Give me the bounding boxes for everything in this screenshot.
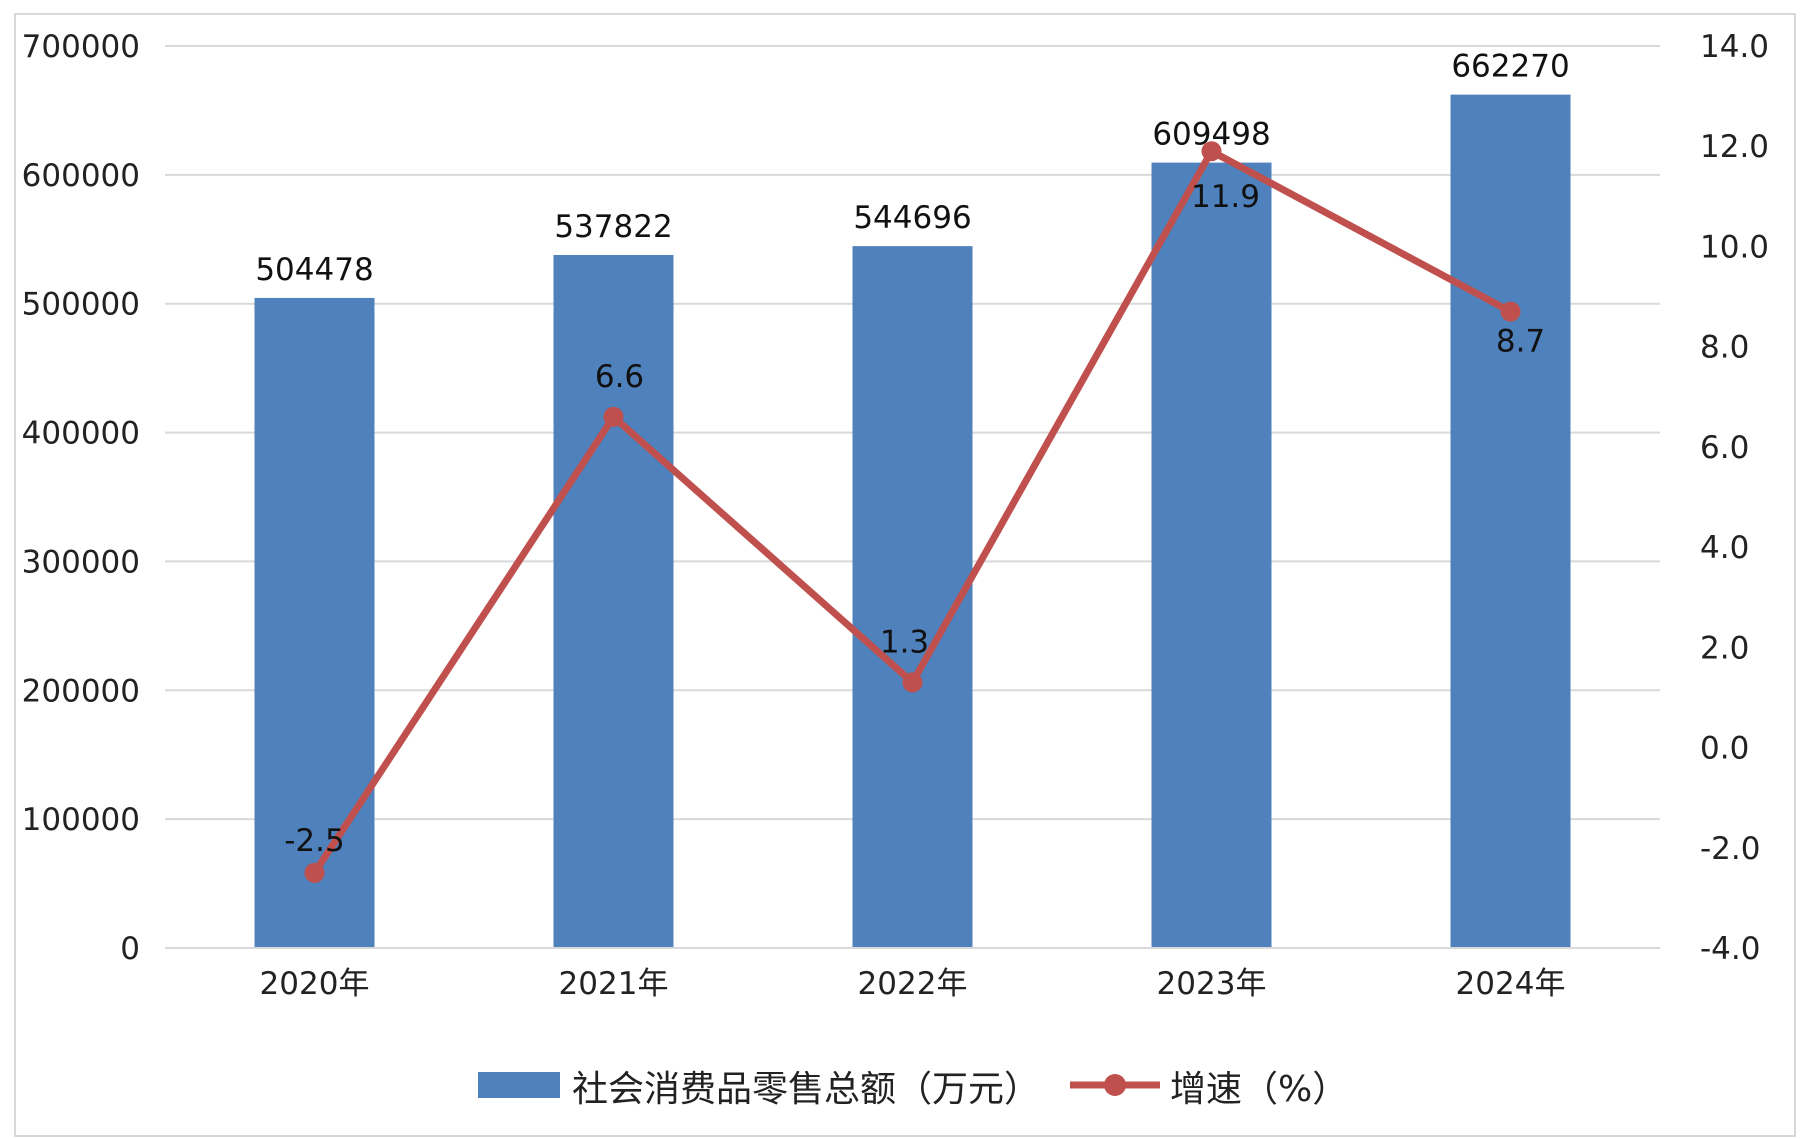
bar-series xyxy=(254,94,1571,949)
x-tick-label: 2021年 xyxy=(559,966,669,1002)
x-tick-label: 2022年 xyxy=(858,966,968,1002)
axes: 0 100000 200000 300000 400000 500000 600000 700… xyxy=(22,29,1769,1002)
legend-line-marker xyxy=(1104,1074,1126,1096)
y-right-tick-label: 14.0 xyxy=(1700,29,1769,65)
line-value-label: 8.7 xyxy=(1496,324,1545,360)
y-left-tick-label: 200000 xyxy=(22,673,140,709)
data-labels: 504478 537822 544696 609498 662270 -2.5 6.6 1.3… xyxy=(255,49,1569,859)
bar-value-label: 504478 xyxy=(255,252,373,288)
x-tick-label: 2024年 xyxy=(1456,966,1566,1002)
y-right-tick-label: 4.0 xyxy=(1700,530,1749,566)
bar xyxy=(254,297,375,948)
line-point xyxy=(1201,141,1222,162)
bar-value-label: 544696 xyxy=(853,200,971,236)
line-value-label: 11.9 xyxy=(1191,179,1260,215)
line-point xyxy=(304,862,325,883)
legend-bar-label: 社会消费品零售总额（万元） xyxy=(572,1069,1040,1110)
y-right-tick-label: 12.0 xyxy=(1700,129,1769,165)
bar-value-label: 537822 xyxy=(554,209,672,245)
y-right-tick-label: -2.0 xyxy=(1700,831,1761,867)
line-point xyxy=(603,406,624,427)
legend: 社会消费品零售总额（万元） 增速（%） xyxy=(478,1069,1348,1110)
bar xyxy=(553,254,674,949)
x-tick-label: 2020年 xyxy=(260,966,370,1002)
y-right-tick-label: -4.0 xyxy=(1700,931,1761,967)
bar xyxy=(1450,94,1571,948)
line-series xyxy=(304,141,1521,883)
bar xyxy=(1151,162,1272,948)
y-left-tick-label: 500000 xyxy=(22,287,140,323)
y-left-tick-label: 700000 xyxy=(22,29,140,65)
y-left-tick-label: 300000 xyxy=(22,544,140,580)
bar xyxy=(852,246,973,948)
legend-bar-swatch xyxy=(478,1072,560,1098)
bar-value-label: 662270 xyxy=(1451,49,1569,85)
y-right-tick-label: 0.0 xyxy=(1700,731,1749,767)
line-value-label: 6.6 xyxy=(595,359,644,395)
y-right-tick-label: 8.0 xyxy=(1700,330,1749,366)
y-right-tick-label: 2.0 xyxy=(1700,630,1749,666)
y-left-tick-label: 600000 xyxy=(22,158,140,194)
y-right-tick-label: 10.0 xyxy=(1700,229,1769,265)
y-right-tick-label: 6.0 xyxy=(1700,430,1749,466)
line-point xyxy=(902,672,923,693)
line-value-label: 1.3 xyxy=(880,624,929,660)
y-left-tick-label: 0 xyxy=(120,931,140,967)
line-value-label: -2.5 xyxy=(284,823,345,859)
line-point xyxy=(1500,301,1521,322)
x-tick-label: 2023年 xyxy=(1157,966,1267,1002)
y-left-tick-label: 400000 xyxy=(22,416,140,452)
bar-value-label: 609498 xyxy=(1152,117,1270,153)
y-left-tick-label: 100000 xyxy=(22,802,140,838)
legend-line-label: 增速（%） xyxy=(1170,1069,1348,1110)
